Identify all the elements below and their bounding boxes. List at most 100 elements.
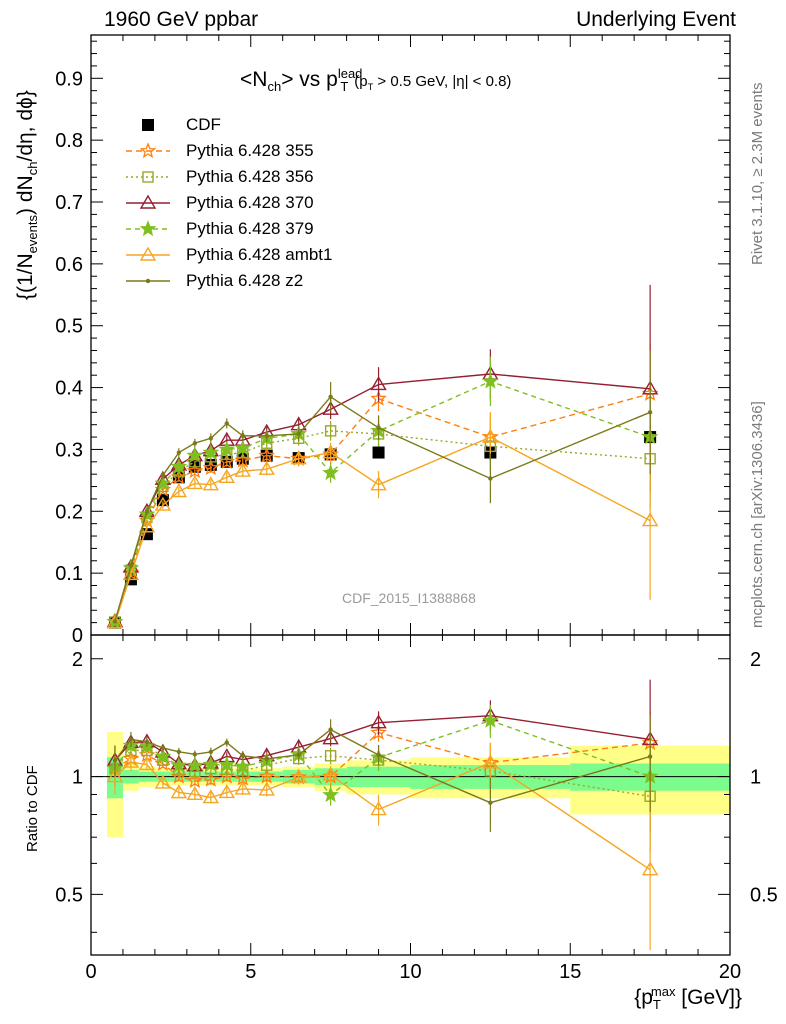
y-tick-label: 0.4 (55, 378, 83, 400)
legend-marker (139, 246, 157, 261)
title-observable-sub: ch (267, 79, 282, 95)
data-point (290, 450, 307, 465)
energy-label: 1960 GeV ppbar (104, 8, 259, 31)
data-point (218, 440, 236, 457)
legend-label-cdf: CDF (186, 115, 221, 134)
ratio-point (202, 770, 220, 787)
y-tick-label: 0.5 (55, 316, 83, 338)
y-tick-label: 0.9 (55, 68, 83, 90)
analysis-label: Underlying Event (576, 8, 736, 31)
x-tick-label: 10 (399, 961, 421, 983)
title-cut: (p (354, 73, 368, 90)
ratio-point (186, 772, 204, 789)
legend-marker (139, 194, 157, 209)
ratio-point (202, 789, 220, 804)
ratio-point (128, 737, 134, 742)
ratio-point (328, 727, 333, 732)
legend-icon-cdf (142, 119, 154, 131)
y-label-b-sub: ch (25, 161, 41, 176)
ratio-point (186, 785, 204, 801)
data-point (234, 439, 252, 456)
data-point (176, 450, 182, 455)
data-point (240, 433, 245, 439)
data-point (482, 428, 499, 443)
x-tick-label: 15 (559, 961, 581, 983)
data-point (264, 433, 269, 439)
ratio-point (138, 756, 156, 771)
ratio-point (208, 749, 214, 755)
ratio-point (324, 750, 337, 762)
data-point (647, 410, 653, 415)
data-point (641, 512, 659, 527)
ratio-point (488, 800, 493, 805)
data-point (122, 565, 140, 581)
title-observable: <N (240, 68, 268, 91)
data-point (112, 619, 118, 624)
legend-marker (142, 119, 154, 131)
x-label-b: [GeV]} (675, 986, 742, 1009)
ratio-point (258, 767, 276, 784)
rivet-version-label: Rivet 3.1.10, ≥ 2.3M events (749, 82, 766, 266)
data-point (160, 473, 166, 478)
legend-marker (139, 142, 157, 159)
ratio-point (234, 780, 251, 795)
legend-label-z2: Pythia 6.428 z2 (186, 271, 304, 290)
ratio-tick-label: 2 (72, 649, 83, 671)
data-point (296, 431, 301, 437)
data-point (202, 476, 220, 491)
legend-icon-355 (126, 142, 170, 159)
ratio-point (218, 756, 236, 772)
series-line-p356 (114, 430, 651, 623)
ratio-point (202, 755, 220, 772)
title-cut-rest: > 0.5 GeV, |η| < 0.8) (373, 73, 512, 90)
ratio-point (154, 747, 172, 764)
ratio-axis-label: Ratio to CDF (24, 765, 41, 852)
data-point (488, 476, 493, 481)
series-line-p379 (114, 380, 651, 623)
ratio-point (370, 723, 387, 740)
x-axis-label: {pTmax [GeV]} (634, 984, 742, 1012)
ratio-point (322, 786, 340, 803)
ratio-point (481, 711, 499, 728)
data-point (192, 441, 198, 446)
series-z2 (112, 350, 653, 624)
data-point (138, 518, 156, 533)
y-tick-label: 0.8 (55, 130, 83, 152)
title-lead-sub: T (340, 79, 349, 95)
ratio-point (322, 730, 339, 745)
data-point (202, 443, 220, 460)
legend-label-370: Pythia 6.428 370 (186, 193, 314, 212)
legend-icon-379 (126, 220, 170, 237)
y-label-a: {(1/N (14, 253, 37, 300)
data-point (170, 458, 188, 474)
ratio-point (322, 766, 339, 781)
x-label-a-sub: T (652, 997, 661, 1013)
data-point (186, 475, 204, 490)
data-point (372, 446, 385, 459)
y-tick-label: 0.6 (55, 254, 83, 276)
y-label-b: ) dN (14, 175, 37, 215)
data-point (106, 614, 124, 629)
ratio-point (482, 754, 499, 769)
ratio-point (370, 801, 387, 816)
legend-label-379: Pythia 6.428 379 (186, 219, 314, 238)
x-tick-label: 0 (85, 961, 96, 983)
ratio-point (224, 740, 229, 745)
data-point (376, 425, 381, 430)
legend-marker (142, 171, 154, 183)
data-point (322, 444, 339, 459)
legend-label-355: Pythia 6.428 355 (186, 141, 314, 160)
legend-icon-356 (126, 171, 170, 183)
legend-label-356: Pythia 6.428 356 (186, 167, 314, 186)
y-axis-label: {(1/Nevents) dNch/dη, dϕ} (14, 90, 40, 300)
data-point (258, 460, 275, 475)
ratio-point (106, 768, 124, 783)
data-point (234, 462, 251, 477)
ratio-point (641, 861, 659, 876)
title-vs: > vs p (281, 68, 338, 91)
data-point (258, 446, 276, 463)
data-point (224, 421, 229, 426)
y-tick-label: 0.2 (55, 501, 83, 523)
